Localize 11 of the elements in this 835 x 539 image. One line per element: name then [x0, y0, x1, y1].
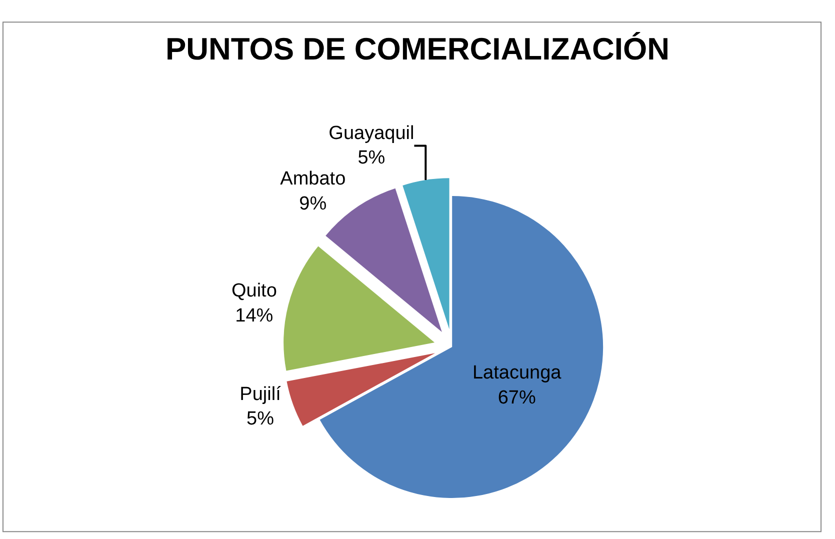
- data-label: 9%: [299, 193, 327, 214]
- data-label: 5%: [246, 408, 274, 430]
- slice-label: Ambato: [280, 168, 346, 190]
- slice-label: Guayaquil: [328, 122, 414, 144]
- data-label: 14%: [235, 305, 274, 326]
- data-label: 67%: [498, 387, 536, 408]
- slice-label: Pujilí: [240, 384, 282, 406]
- slice-label: Quito: [231, 280, 277, 302]
- data-label: 5%: [358, 148, 386, 169]
- slice-label: Latacunga: [472, 362, 562, 384]
- chart-title: PUNTOS DE COMERCIALIZACIÓN: [165, 31, 670, 66]
